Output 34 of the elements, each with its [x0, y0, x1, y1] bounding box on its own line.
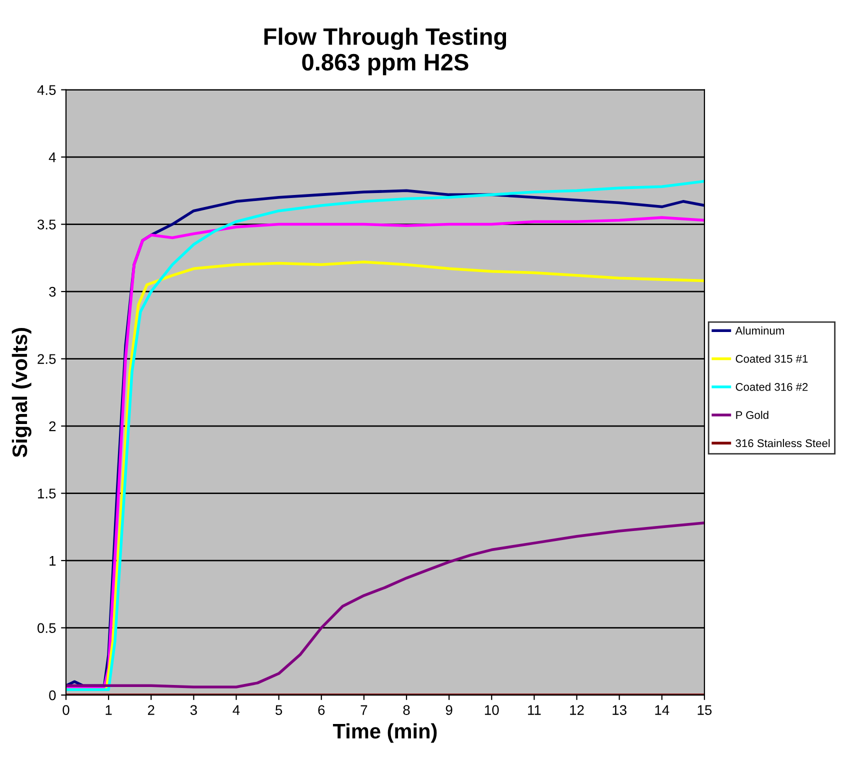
- x-tick-label: 10: [484, 705, 499, 715]
- legend-label: Coated 316 #2: [736, 382, 808, 391]
- y-axis-title: Signal (volts): [12, 328, 32, 458]
- chart-title: Flow Through Testing 0.863 ppm H2S: [264, 28, 506, 76]
- y-tick-label: 3: [49, 286, 56, 297]
- legend-label: 316 Stainless Steel: [736, 438, 830, 448]
- x-tick-label: 15: [698, 705, 712, 715]
- y-tick-label: 1: [50, 556, 56, 566]
- x-tick-label: 11: [528, 705, 541, 715]
- x-tick-label: 4: [232, 705, 240, 715]
- x-tick-label: 5: [276, 705, 282, 715]
- x-tick-label: 1: [106, 705, 112, 715]
- y-tick-label: 4: [48, 152, 56, 162]
- legend-label: Aluminum: [735, 326, 784, 335]
- x-tick-label: 6: [318, 705, 325, 715]
- x-tick-label: 9: [446, 705, 452, 715]
- x-tick-label: 7: [360, 705, 368, 715]
- y-tick-label: 0: [49, 690, 56, 700]
- x-tick-label: 12: [570, 705, 584, 715]
- y-tick-label: 2: [49, 421, 56, 432]
- y-tick-label: 4.5: [37, 85, 56, 95]
- y-tick-label: 0.5: [38, 623, 56, 633]
- x-axis-title: Time (min): [332, 723, 437, 743]
- y-tick-label: 3.5: [37, 220, 56, 230]
- x-tick-label: 0: [62, 705, 70, 715]
- x-tick-label: 14: [655, 705, 670, 715]
- x-tick-label: 8: [403, 705, 410, 715]
- x-tick-label: 3: [190, 705, 197, 715]
- legend-label: P Gold: [736, 410, 768, 420]
- legend-label: Coated 315 #1: [736, 354, 808, 363]
- y-tick-label: 1.5: [38, 488, 56, 498]
- y-tick-label: 2.5: [38, 354, 56, 364]
- x-tick-label: 2: [148, 705, 154, 715]
- x-tick-label: 13: [612, 705, 626, 715]
